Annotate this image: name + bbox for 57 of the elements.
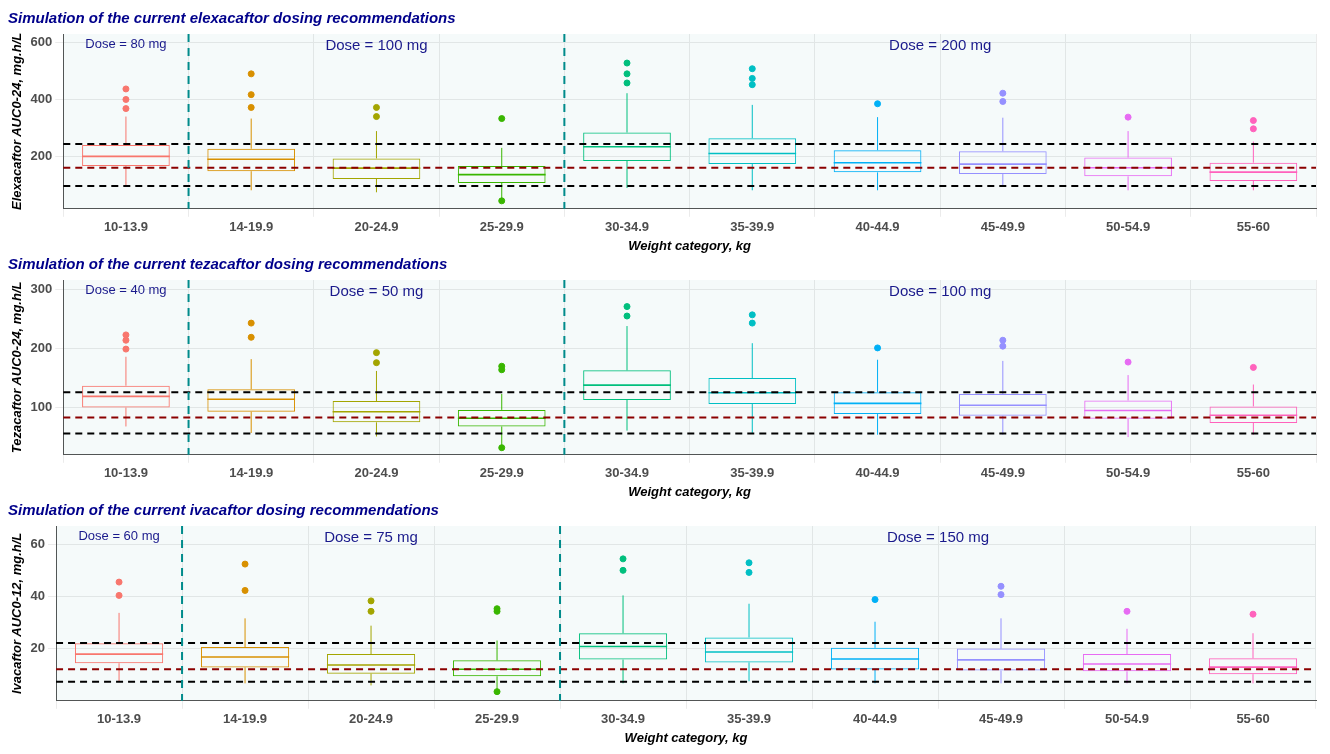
y-tick-label: 200	[30, 148, 53, 163]
chart-title: Simulation of the current tezacaftor dosing recommendations	[8, 255, 448, 273]
x-tick-label: 35-39.9	[730, 219, 775, 235]
x-tick-label: 40-44.9	[852, 711, 898, 727]
y-axis-title: Elexacaftor AUC0-24, mg.h/L	[9, 32, 25, 211]
x-tick-label: 14-19.9	[229, 219, 274, 235]
x-tick-label: 20-24.9	[354, 219, 399, 235]
x-tick-label: 10-13.9	[103, 219, 148, 235]
x-tick-label: 55-60	[1236, 219, 1270, 235]
band-label: Dose = 75 mg	[324, 527, 418, 545]
band-label: Dose = 80 mg	[85, 36, 167, 52]
x-tick-label: 55-60	[1236, 465, 1270, 481]
x-tick-label: 10-13.9	[103, 465, 148, 481]
band-label: Dose = 200 mg	[889, 35, 992, 53]
band-label: Dose = 100 mg	[889, 281, 992, 299]
band-label: Dose = 50 mg	[329, 281, 424, 299]
x-tick-label: 30-34.9	[600, 711, 646, 727]
y-tick-label: 400	[30, 91, 53, 107]
x-tick-label: 30-34.9	[604, 465, 650, 481]
x-tick-label: 50-54.9	[1106, 465, 1151, 481]
band-label: Dose = 40 mg	[85, 282, 167, 298]
y-tick-label: 20	[30, 640, 46, 656]
x-tick-label: 50-54.9	[1106, 219, 1151, 235]
y-tick-label: 200	[30, 340, 53, 356]
y-axis-title: Ivacaftor AUC0-12, mg.h/L	[9, 532, 25, 695]
x-axis-title: Weight category, kg	[628, 237, 752, 253]
y-tick-label: 100	[30, 399, 53, 415]
y-tick-label: 60	[30, 535, 46, 551]
x-tick-label: 45-49.9	[978, 711, 1024, 727]
y-tick-label: 600	[30, 34, 53, 50]
x-tick-label: 35-39.9	[726, 711, 772, 727]
x-tick-label: 40-44.9	[855, 219, 900, 235]
x-tick-label: 25-29.9	[479, 465, 524, 481]
x-axis-title: Weight category, kg	[628, 483, 752, 499]
x-tick-label: 35-39.9	[730, 465, 775, 481]
x-tick-label: 45-49.9	[980, 219, 1025, 235]
y-axis-title: Tezacaftor AUC0-24, mg.h/L	[9, 281, 25, 454]
y-tick-label: 300	[30, 281, 53, 297]
y-tick-label: 40	[30, 588, 46, 604]
x-tick-label: 10-13.9	[97, 711, 142, 727]
x-axis-title: Weight category, kg	[624, 729, 748, 745]
band-label: Dose = 60 mg	[78, 528, 160, 544]
x-tick-label: 14-19.9	[223, 711, 268, 727]
x-tick-label: 20-24.9	[354, 465, 399, 481]
band-label: Dose = 100 mg	[325, 35, 428, 53]
x-tick-label: 45-49.9	[980, 465, 1025, 481]
chart-title: Simulation of the current ivacaftor dosing recommendations	[8, 501, 439, 519]
x-tick-label: 40-44.9	[855, 465, 900, 481]
x-tick-label: 25-29.9	[479, 219, 524, 235]
chart-title: Simulation of the current elexacaftor dosing recommendations	[8, 9, 456, 27]
x-tick-label: 14-19.9	[229, 465, 274, 481]
x-tick-label: 30-34.9	[604, 219, 650, 235]
x-tick-label: 20-24.9	[349, 711, 394, 727]
x-tick-label: 55-60	[1236, 711, 1270, 727]
x-tick-label: 50-54.9	[1104, 711, 1150, 727]
x-tick-label: 25-29.9	[474, 711, 520, 727]
band-label: Dose = 150 mg	[886, 527, 990, 545]
